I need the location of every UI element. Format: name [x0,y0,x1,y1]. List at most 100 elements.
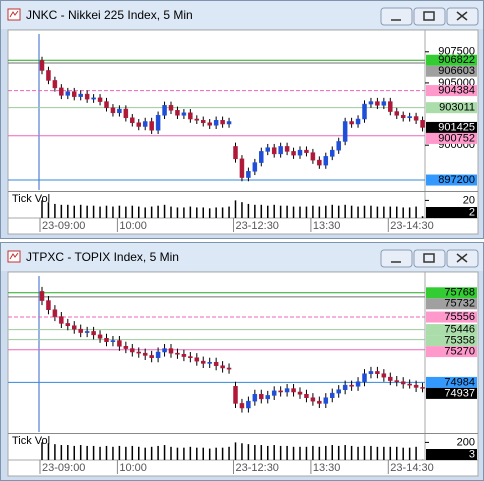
candle-body [226,121,232,125]
minimize-button[interactable] [380,249,413,268]
candle-body [59,316,64,324]
candle-body [400,381,406,385]
time-label: 23-12:30 [236,220,279,232]
candle-body [420,120,425,128]
candle-body [123,346,129,349]
value-box [426,65,477,77]
value-box [426,298,477,310]
candle-body [407,116,412,119]
candle-body [84,93,90,100]
value-box [426,102,477,114]
window-title: JNKC - Nikkei 225 Index, 5 Min [26,8,193,22]
candle-body [413,384,419,388]
value-box-label: 74937 [444,387,475,399]
y-tick-label: 907500 [438,46,475,58]
maximize-button-glyph [423,253,435,263]
candle-body [239,158,245,178]
candle-body [388,101,393,112]
candle-body [194,357,200,362]
value-box-label: 75768 [444,287,475,299]
maximize-button[interactable] [413,249,446,268]
window-icon-mark [9,10,19,18]
candle-body [162,105,167,116]
candle-body [188,356,193,358]
volume-last-label: 3 [469,448,475,460]
value-box [426,324,477,336]
candle-body [420,387,425,389]
time-label: 23-09:00 [42,220,85,232]
candle-body [142,121,148,127]
candle-body [317,400,322,404]
candle-body [155,115,161,131]
candle-body [349,384,354,387]
candle-body [213,362,219,366]
time-axis-panel [7,217,479,235]
time-label: 13:30 [313,462,341,474]
candle-body [181,354,187,357]
candle-body [304,149,309,153]
candle-body [291,151,296,156]
time-label: 23-14:30 [390,462,433,474]
candle-body [291,388,296,393]
candle-body [233,386,238,404]
candle-body [59,87,64,96]
value-box-label: 75732 [444,298,475,310]
candle-body [342,121,348,142]
value-box [426,346,477,358]
candle-body [149,121,154,131]
volume-tick-label: 200 [457,436,475,448]
candle-body [142,352,148,356]
candle-body [97,334,103,339]
candle-body [381,373,387,378]
volume-label: Tick Vol [12,435,50,447]
candle-body [317,159,322,166]
candle-body [233,146,238,160]
candle-body [349,121,354,125]
candle-body [284,388,290,393]
value-box [426,387,477,399]
candle-body [65,91,71,96]
candle-body [123,108,129,119]
candle-body [72,325,77,330]
candle-body [181,112,187,116]
close-button-glyph [456,253,468,263]
candle-body [330,392,335,398]
candle-body [400,115,406,119]
candle-body [252,162,258,172]
maximize-button[interactable] [413,7,446,26]
candle-body [175,110,180,116]
chart-window: JNKC - Nikkei 225 Index, 5 Min9000009050… [0,0,484,239]
candle-body [375,371,380,374]
candle-body [110,107,116,114]
candle-body [91,97,96,100]
candle-body [388,376,393,381]
candle-body [368,101,374,105]
value-box-label: 74984 [444,376,475,388]
candle-body [323,397,329,404]
time-label: 13:30 [313,220,341,232]
candle-body [297,391,303,395]
window-icon [7,8,21,21]
candle-body [336,141,341,151]
candle-body [330,149,335,157]
candle-body [226,367,232,370]
candle-body [220,120,225,125]
time-label: 23-09:00 [42,462,85,474]
value-box [426,174,477,186]
candle-body [175,352,180,355]
candle-body [310,152,316,161]
value-box [426,121,477,133]
candle-body [394,111,399,116]
window-icon-mark [9,252,19,260]
candle-body [207,362,212,364]
candle-body [110,340,116,342]
candle-body [246,171,251,178]
value-box-label: 75446 [444,324,475,336]
candle-body [239,403,245,409]
value-box [426,287,477,299]
minimize-button[interactable] [380,7,413,26]
candle-body [130,348,135,353]
candle-body [381,101,387,106]
